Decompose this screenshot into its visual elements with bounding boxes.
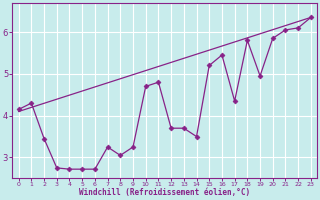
X-axis label: Windchill (Refroidissement éolien,°C): Windchill (Refroidissement éolien,°C) bbox=[79, 188, 250, 197]
